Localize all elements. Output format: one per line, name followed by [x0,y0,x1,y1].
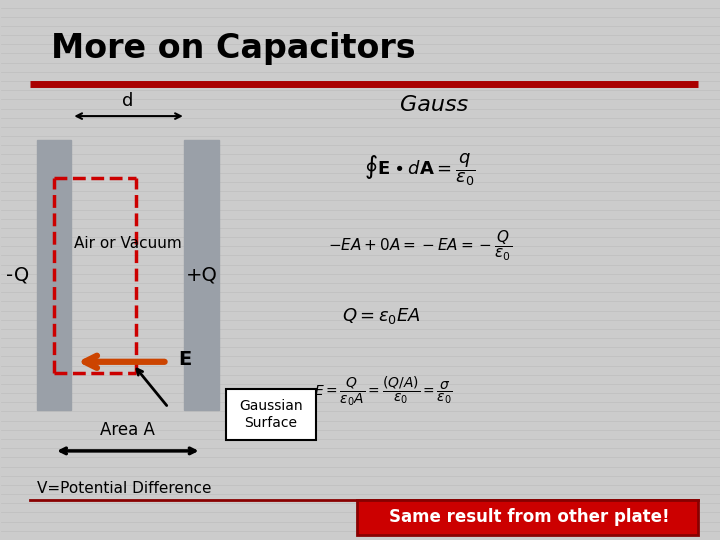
Text: Same result from other plate!: Same result from other plate! [389,508,670,526]
Text: More on Capacitors: More on Capacitors [51,32,416,65]
Text: $-EA + 0A = -EA = -\dfrac{Q}{\varepsilon_0}$: $-EA + 0A = -EA = -\dfrac{Q}{\varepsilon… [328,228,512,263]
Text: E: E [178,349,192,369]
Text: +Q: +Q [186,266,217,285]
Text: Air or Vacuum: Air or Vacuum [74,235,181,251]
Text: -Q: -Q [6,266,30,285]
Text: d: d [122,92,133,110]
Text: $E = \dfrac{Q}{\varepsilon_0 A} = \dfrac{(Q/A)}{\varepsilon_0} = \dfrac{\sigma}{: $E = \dfrac{Q}{\varepsilon_0 A} = \dfrac… [314,375,453,408]
Text: Gaussian
Surface: Gaussian Surface [239,400,302,429]
Text: V=Potential Difference: V=Potential Difference [37,481,212,496]
FancyBboxPatch shape [226,389,316,440]
Text: Gauss: Gauss [400,95,468,116]
Bar [37,140,71,410]
Text: Area A: Area A [100,421,156,439]
FancyBboxPatch shape [357,500,698,535]
Text: $\oint \mathbf{E} \bullet d\mathbf{A} = \dfrac{q}{\varepsilon_0}$: $\oint \mathbf{E} \bullet d\mathbf{A} = … [364,152,476,188]
Bar [184,140,219,410]
Text: $Q = \varepsilon_0 EA$: $Q = \varepsilon_0 EA$ [343,306,421,326]
